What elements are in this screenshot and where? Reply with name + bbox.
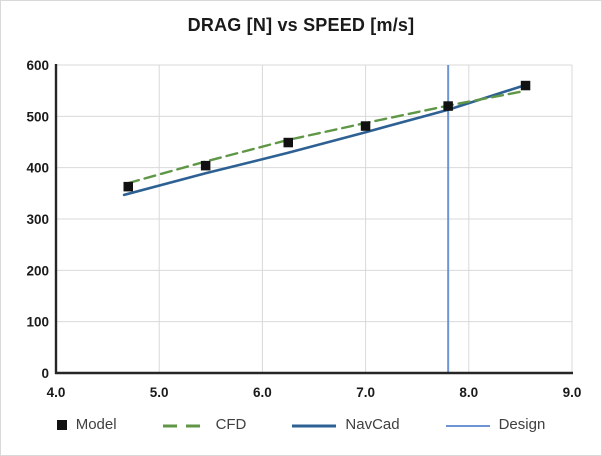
- series-cfd-line: [126, 89, 525, 185]
- legend-label-model: Model: [75, 416, 117, 433]
- legend-label-navcad: NavCad: [345, 416, 400, 433]
- series-model-marker: [360, 121, 371, 131]
- series-model-marker: [200, 160, 211, 171]
- chart-title: DRAG [N] vs SPEED [m/s]: [187, 15, 415, 35]
- cfd-swatch-line: [162, 424, 207, 428]
- legend-item-navcad: NavCad: [292, 416, 400, 433]
- y-tick-label: 0: [41, 366, 49, 381]
- y-tick-label: 600: [26, 58, 49, 73]
- chart-legend: Model CFD NavCad Design: [1, 416, 601, 433]
- navcad-swatch-line: [292, 424, 337, 428]
- navcad-line-swatch: [292, 416, 337, 433]
- legend-label-design: Design: [498, 416, 546, 433]
- series-model-marker: [443, 101, 453, 111]
- series-model-marker: [123, 181, 133, 192]
- legend-label-cfd: CFD: [215, 416, 247, 433]
- y-tick-label: 100: [26, 315, 49, 330]
- x-tick-label: 9.0: [563, 385, 582, 400]
- legend-item-model: Model: [56, 416, 117, 433]
- x-tick-label: 5.0: [150, 385, 169, 400]
- y-tick-label: 300: [26, 212, 49, 227]
- design-line-swatch: [445, 416, 490, 433]
- y-tick-label: 400: [26, 161, 49, 176]
- y-tick-label: 200: [26, 263, 49, 278]
- series-model-marker: [283, 137, 293, 148]
- series-model-marker: [520, 80, 531, 91]
- x-tick-label: 4.0: [47, 385, 66, 400]
- legend-item-design: Design: [445, 416, 546, 433]
- series-navcad-line: [122, 83, 527, 197]
- legend-item-cfd: CFD: [162, 416, 247, 433]
- x-tick-label: 8.0: [459, 385, 478, 400]
- y-tick-label: 500: [26, 109, 49, 124]
- x-tick-label: 6.0: [253, 385, 272, 400]
- model-marker-swatch: [56, 419, 67, 430]
- design-swatch-line: [445, 425, 490, 427]
- cfd-line-swatch: [162, 416, 207, 433]
- x-tick-label: 7.0: [356, 385, 375, 400]
